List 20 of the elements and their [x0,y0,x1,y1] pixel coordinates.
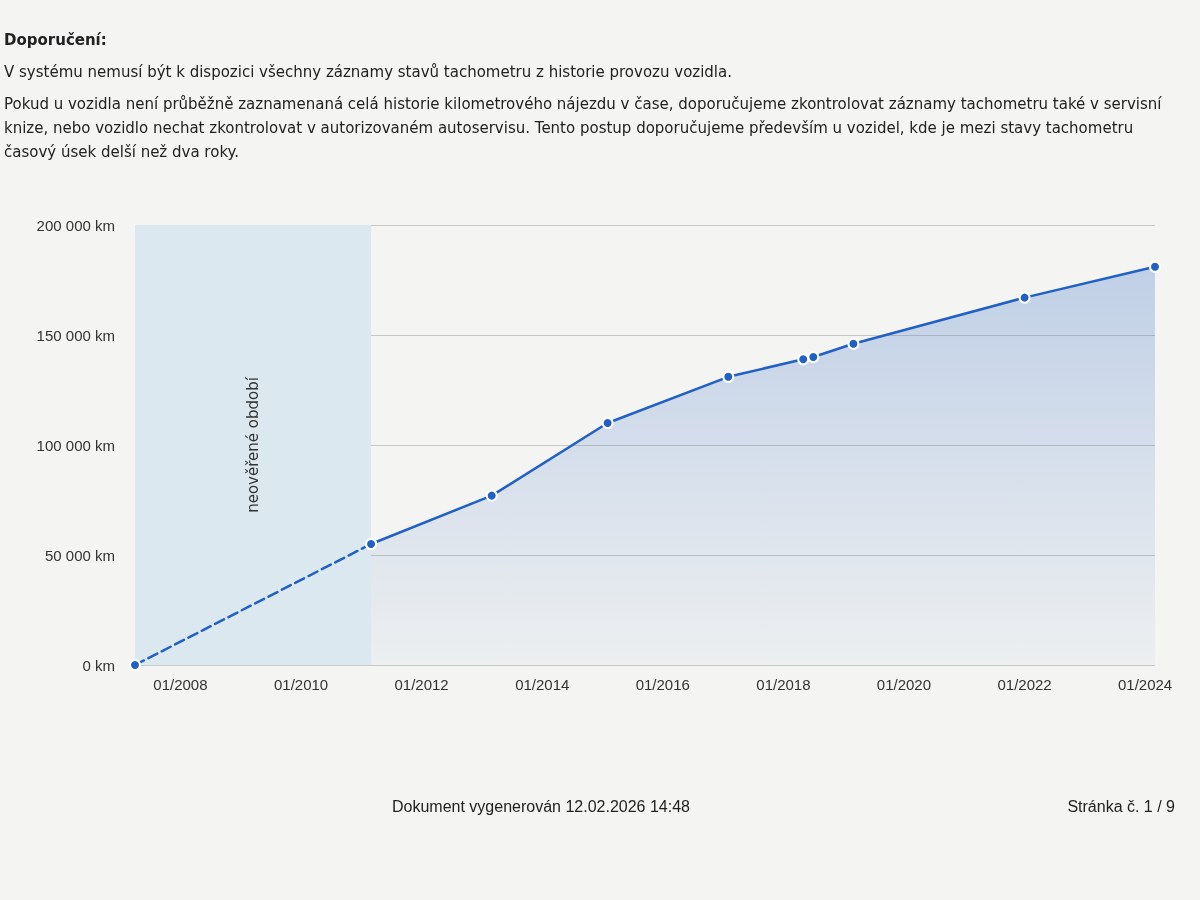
y-tick-label: 150 000 km [36,326,115,344]
x-tick-label: 01/2024 [1117,676,1173,693]
x-tick-label: 01/2014 [515,676,570,693]
x-tick-label: 01/2010 [273,676,329,693]
chart-subtitle: V systému nemusí být k dispozici všechny záznamy stavů tachometru z historie provozu vozidla. [4,62,733,83]
text: Stránka č. 1 / 9 [1067,798,1175,816]
band-label: neověřené období [244,376,263,513]
text: Dokument vygenerován 12.02.2026 14:48 [392,798,690,816]
x-tick-label: 01/2022 [997,676,1052,693]
x-tick-label: 01/2012 [394,676,449,693]
x-tick-label: 01/2016 [635,676,690,693]
y-tick-label: 200 000 km [36,216,115,234]
y-tick-label: 50 000 km [44,546,115,564]
x-tick-label: 01/2018 [756,676,811,693]
y-tick-label: 0 km [82,656,115,674]
x-tick-label: 01/2008 [153,676,208,693]
text: Pokud u vozidla není průběžně zaznamenaná celá historie kilometrového nájezdu v čase, doporučujeme zkontrolovat záznamy tachometru také v servisní knize, nebo vozidlo nechat zkontrolovat v autorizovaném autoservisu. Tento postup doporučujeme především u vozidel, kde je mezi stavy tachometru časový úsek delší než dva roky. [4,94,1163,163]
y-tick-label: 100 000 km [36,436,115,454]
chart-title: Doporučení: [4,30,108,51]
x-tick-label: 01/2020 [876,676,932,693]
